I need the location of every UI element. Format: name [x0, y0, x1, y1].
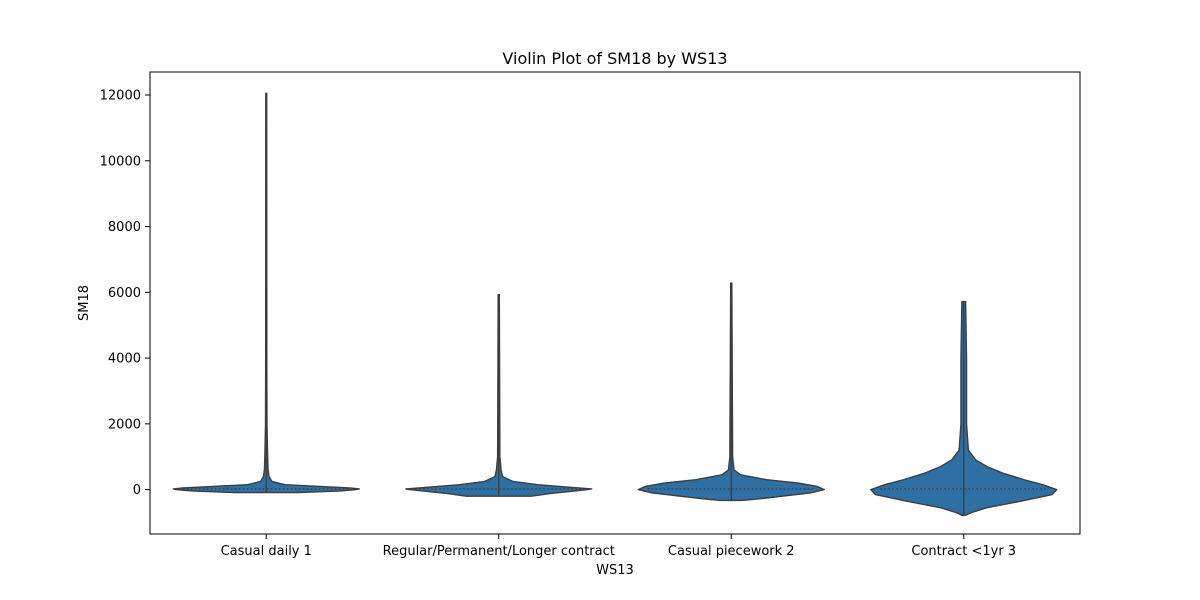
x-tick-label: Casual daily 1: [221, 544, 312, 559]
plot-frame: [149, 71, 1081, 535]
y-tick-label: 12000: [100, 89, 141, 104]
y-tick-label: 6000: [108, 286, 141, 301]
y-tick-label: 0: [133, 483, 141, 498]
y-tick-label: 10000: [100, 154, 141, 169]
y-tick-label: 8000: [108, 220, 141, 235]
y-axis: 0 2000 4000 6000 8000 10000 12000: [100, 89, 150, 498]
x-tick-label: Casual piecework 2: [668, 544, 795, 559]
x-tick-label: Contract <1yr 3: [911, 544, 1016, 559]
y-tick-label: 2000: [108, 417, 141, 432]
x-axis: Casual daily 1 Regular/Permanent/Longer c…: [221, 534, 1016, 559]
violins-layer: [172, 92, 1058, 516]
x-tick-label: Regular/Permanent/Longer contract: [383, 544, 615, 559]
chart-title: Violin Plot of SM18 by WS13: [502, 49, 727, 68]
y-tick-label: 4000: [108, 352, 141, 367]
x-axis-label: WS13: [596, 563, 634, 578]
y-axis-label: SM18: [77, 285, 92, 321]
